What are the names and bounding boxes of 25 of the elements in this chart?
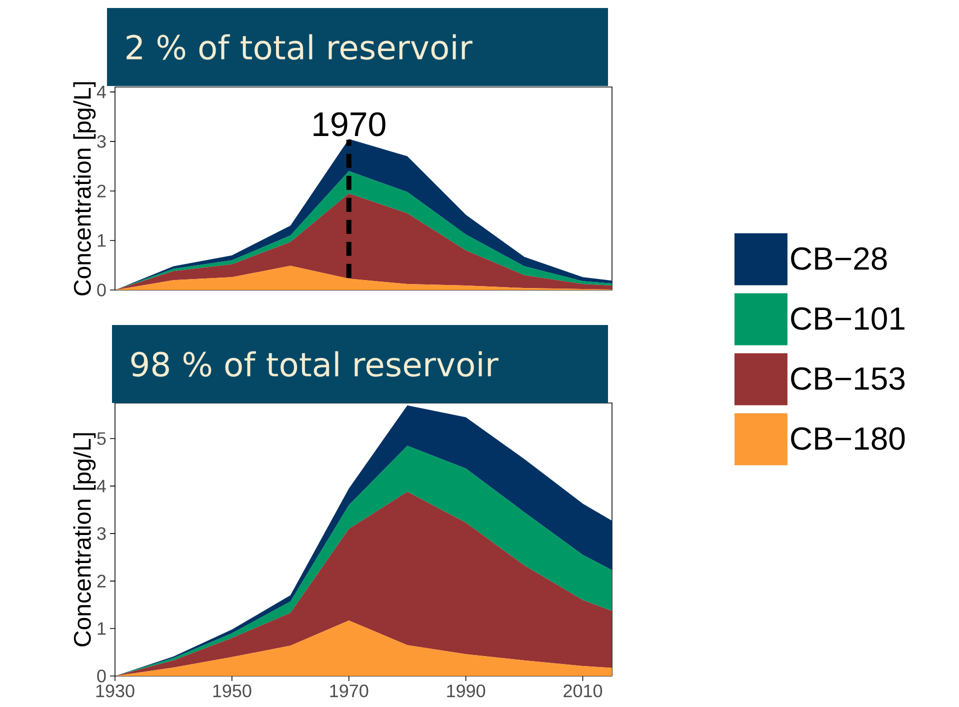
y-tick-label: 4 (96, 480, 106, 492)
y-axis-title: Concentration [pg/L] (73, 82, 96, 296)
legend-label: CB−180 (791, 427, 905, 450)
legend-label: CB−153 (791, 367, 905, 390)
y-tick-label: 1 (98, 234, 106, 247)
y-tick-label: 2 (97, 184, 106, 198)
y-tick-label: 0 (97, 284, 106, 296)
x-tick-label: 1930 (96, 684, 134, 698)
chart-title: 2 % of total reservoir (126, 34, 472, 60)
x-tick-label: 1990 (447, 684, 486, 698)
chart-title: 98 % of total reservoir (131, 351, 498, 377)
y-tick-label: 1 (98, 622, 106, 635)
legend-label: CB−28 (791, 247, 887, 270)
y-axis-title: Concentration [pg/L] (73, 433, 96, 646)
y-tick-label: 5 (97, 432, 106, 445)
x-tick-label: 1950 (213, 684, 252, 698)
legend-label: CB−101 (791, 307, 904, 330)
y-tick-label: 3 (97, 527, 106, 540)
y-tick-label: 0 (97, 670, 106, 682)
y-tick-label: 3 (97, 135, 106, 148)
y-tick-label: 4 (96, 86, 106, 98)
y-tick-label: 2 (97, 574, 106, 588)
ref-line-label: 1970 (314, 112, 386, 136)
x-tick-label: 2010 (564, 684, 602, 698)
x-tick-label: 1970 (330, 684, 368, 698)
